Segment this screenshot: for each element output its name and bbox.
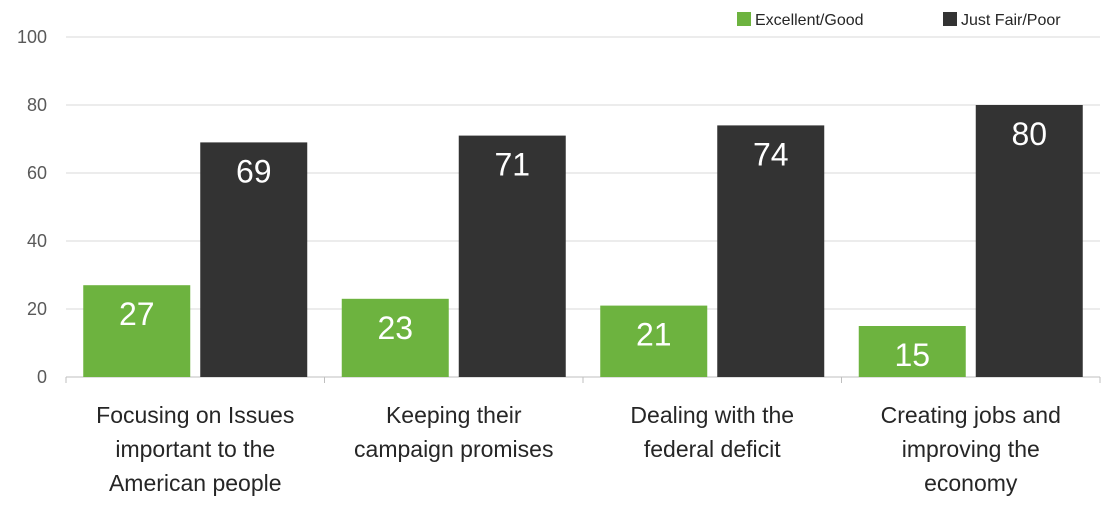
data-label: 74 xyxy=(753,136,789,172)
legend-label: Just Fair/Poor xyxy=(961,12,1061,29)
y-tick-label: 40 xyxy=(27,231,47,251)
y-tick-label: 20 xyxy=(27,299,47,319)
legend-swatch xyxy=(943,12,957,26)
bar xyxy=(458,135,566,377)
bars xyxy=(83,105,1083,378)
category-label-line: Creating jobs and xyxy=(881,402,1061,428)
bar xyxy=(717,125,825,378)
data-label: 23 xyxy=(377,310,413,346)
category-label: Dealing with the federal deficit xyxy=(630,402,794,462)
category-label-line: important to the xyxy=(115,436,275,462)
bar xyxy=(341,298,449,377)
category-labels: Focusing on Issues important to the Americ… xyxy=(96,402,1061,496)
category-label: Keeping their campaign promises xyxy=(354,402,553,462)
category-label-line: campaign promises xyxy=(354,436,553,462)
data-label: 15 xyxy=(894,337,930,373)
data-label: 80 xyxy=(1011,116,1047,152)
y-tick-label: 60 xyxy=(27,163,47,183)
y-tick-label: 80 xyxy=(27,95,47,115)
data-label: 71 xyxy=(494,147,530,183)
bar xyxy=(858,326,966,377)
bar xyxy=(600,305,708,377)
category-label-line: Dealing with the xyxy=(630,402,794,428)
bar xyxy=(975,105,1083,377)
legend-swatch xyxy=(737,12,751,26)
y-tick-label: 0 xyxy=(37,367,47,387)
bar xyxy=(83,285,191,377)
data-label: 27 xyxy=(119,296,155,332)
category-label-line: Focusing on Issues xyxy=(96,402,294,428)
category-label-line: improving the xyxy=(902,436,1040,462)
data-label: 69 xyxy=(236,153,272,189)
category-label-line: economy xyxy=(924,470,1018,496)
legend: Excellent/Good Just Fair/Poor xyxy=(737,12,1061,29)
category-label: Focusing on Issues important to the Americ… xyxy=(96,402,294,496)
data-labels: 27 23 21 15 69 71 74 80 xyxy=(119,116,1047,373)
category-label-line: federal deficit xyxy=(644,436,781,462)
category-label: Creating jobs and improving the economy xyxy=(881,402,1061,496)
legend-label: Excellent/Good xyxy=(755,12,864,29)
category-label-line: Keeping their xyxy=(386,402,522,428)
data-label: 21 xyxy=(636,317,672,353)
category-label-line: American people xyxy=(109,470,282,496)
y-tick-label: 100 xyxy=(17,27,47,47)
bar xyxy=(200,142,308,377)
